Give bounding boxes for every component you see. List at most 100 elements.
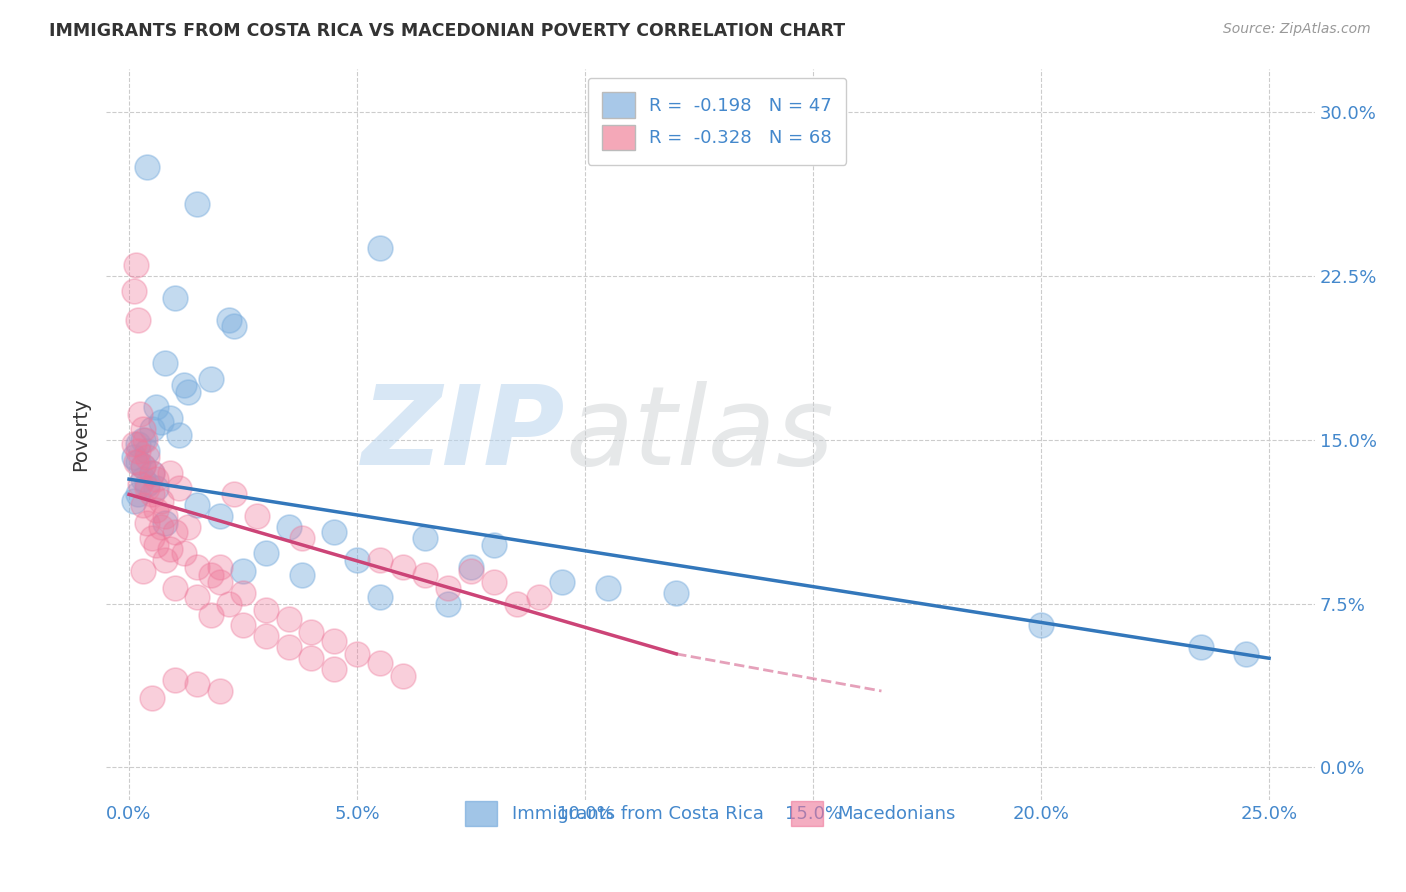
Point — [299, 651, 322, 665]
Point — [131, 433, 153, 447]
Point — [368, 656, 391, 670]
Point — [209, 684, 232, 698]
Point — [127, 455, 149, 469]
Point — [122, 450, 145, 465]
Point — [460, 559, 482, 574]
Point — [141, 690, 163, 705]
Point — [155, 356, 177, 370]
Point — [155, 509, 177, 524]
Point — [323, 633, 346, 648]
Point — [145, 400, 167, 414]
Point — [368, 241, 391, 255]
Point — [505, 597, 527, 611]
Point — [254, 603, 277, 617]
Point — [136, 476, 159, 491]
Point — [125, 258, 148, 272]
Point — [246, 509, 269, 524]
Point — [222, 487, 245, 501]
Point — [136, 516, 159, 530]
Point — [218, 312, 240, 326]
Point — [177, 384, 200, 399]
Point — [232, 585, 254, 599]
Point — [167, 481, 190, 495]
Point — [186, 590, 208, 604]
Point — [391, 669, 413, 683]
Point — [163, 524, 186, 539]
Point — [122, 494, 145, 508]
Point — [149, 415, 172, 429]
Point — [323, 524, 346, 539]
Point — [159, 466, 181, 480]
Point — [131, 422, 153, 436]
Point — [155, 553, 177, 567]
Point — [167, 428, 190, 442]
Point — [529, 590, 551, 604]
Point — [437, 597, 460, 611]
Point — [232, 618, 254, 632]
Point — [131, 564, 153, 578]
Text: Source: ZipAtlas.com: Source: ZipAtlas.com — [1223, 22, 1371, 37]
Point — [173, 546, 195, 560]
Point — [127, 487, 149, 501]
Point — [134, 433, 156, 447]
Point — [136, 443, 159, 458]
Point — [136, 450, 159, 465]
Point — [127, 312, 149, 326]
Point — [186, 197, 208, 211]
Point — [163, 582, 186, 596]
Point — [209, 574, 232, 589]
Point — [200, 568, 222, 582]
Point — [125, 455, 148, 469]
Point — [254, 629, 277, 643]
Point — [127, 437, 149, 451]
Point — [129, 407, 152, 421]
Point — [186, 677, 208, 691]
Point — [415, 531, 437, 545]
Legend: Immigrants from Costa Rica, Macedonians: Immigrants from Costa Rica, Macedonians — [456, 791, 965, 835]
Point — [277, 520, 299, 534]
Point — [145, 502, 167, 516]
Point — [232, 564, 254, 578]
Point — [122, 437, 145, 451]
Point — [159, 542, 181, 557]
Point — [141, 531, 163, 545]
Point — [391, 559, 413, 574]
Point — [163, 673, 186, 687]
Text: IMMIGRANTS FROM COSTA RICA VS MACEDONIAN POVERTY CORRELATION CHART: IMMIGRANTS FROM COSTA RICA VS MACEDONIAN… — [49, 22, 845, 40]
Text: ZIP: ZIP — [361, 381, 565, 488]
Point — [122, 285, 145, 299]
Point — [131, 499, 153, 513]
Point — [186, 499, 208, 513]
Point — [368, 590, 391, 604]
Point — [346, 553, 368, 567]
Point — [145, 481, 167, 495]
Point — [149, 494, 172, 508]
Point — [482, 538, 505, 552]
Point — [145, 538, 167, 552]
Point — [277, 612, 299, 626]
Point — [437, 582, 460, 596]
Point — [141, 487, 163, 501]
Point — [159, 411, 181, 425]
Point — [551, 574, 574, 589]
Point — [173, 378, 195, 392]
Point — [460, 564, 482, 578]
Point — [131, 458, 153, 473]
Point — [291, 568, 314, 582]
Point — [222, 319, 245, 334]
Point — [145, 472, 167, 486]
Point — [163, 291, 186, 305]
Point — [596, 582, 619, 596]
Point — [127, 443, 149, 458]
Point — [141, 466, 163, 480]
Point — [277, 640, 299, 655]
Point — [368, 553, 391, 567]
Point — [218, 597, 240, 611]
Point — [665, 585, 688, 599]
Point — [254, 546, 277, 560]
Point — [415, 568, 437, 582]
Point — [299, 625, 322, 640]
Point — [149, 520, 172, 534]
Point — [291, 531, 314, 545]
Point — [129, 476, 152, 491]
